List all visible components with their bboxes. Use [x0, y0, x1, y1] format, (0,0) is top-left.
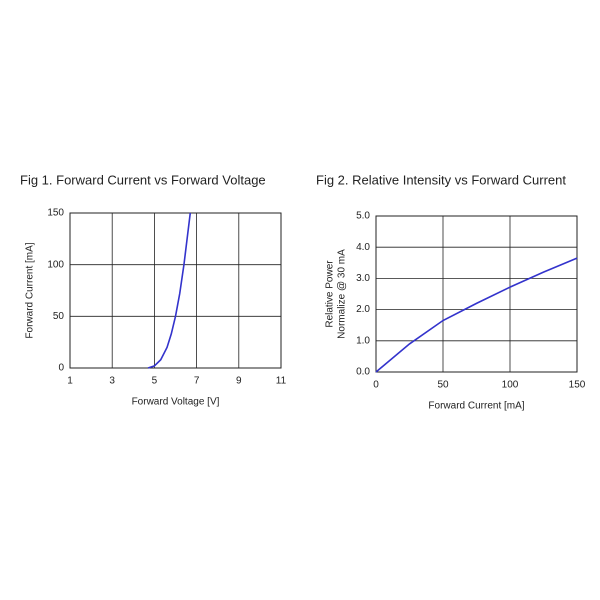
y-tick-label: 3.0 [356, 273, 370, 284]
y-tick-label: 1.0 [356, 335, 370, 346]
y-axis-label: Relative Power [325, 260, 336, 328]
y-tick-label: 0 [58, 363, 64, 374]
x-tick-label: 5 [152, 376, 158, 387]
x-tick-label: 1 [67, 376, 73, 387]
plot-frame [375, 215, 578, 373]
x-tick-label: 50 [437, 380, 449, 391]
x-tick-label: 3 [109, 376, 115, 387]
y-tick-label: 100 [47, 259, 64, 270]
x-axis-label: Forward Voltage [V] [132, 397, 220, 408]
y-tick-label: 50 [53, 311, 65, 322]
y-tick-label: 2.0 [356, 304, 370, 315]
y-tick-label: 150 [47, 208, 64, 219]
x-tick-label: 7 [194, 376, 200, 387]
x-tick-label: 11 [276, 376, 287, 387]
y-tick-label: 5.0 [356, 211, 370, 222]
plot-frame [69, 212, 282, 369]
x-tick-label: 100 [502, 380, 519, 391]
y-tick-label: 0.0 [356, 367, 370, 378]
y-axis-label: Forward Current [mA] [25, 242, 36, 338]
x-axis-label: Forward Current [mA] [428, 401, 524, 412]
y-tick-label: 4.0 [356, 242, 370, 253]
x-tick-label: 0 [373, 380, 379, 391]
x-tick-label: 9 [236, 376, 242, 387]
curve [147, 212, 192, 369]
y-axis-label: Normalize @ 30 mA [337, 249, 348, 339]
curve [375, 257, 578, 373]
chart-title: Fig 1. Forward Current vs Forward Voltag… [20, 172, 266, 187]
x-tick-label: 150 [569, 380, 586, 391]
chart-title: Fig 2. Relative Intensity vs Forward Cur… [316, 172, 566, 187]
